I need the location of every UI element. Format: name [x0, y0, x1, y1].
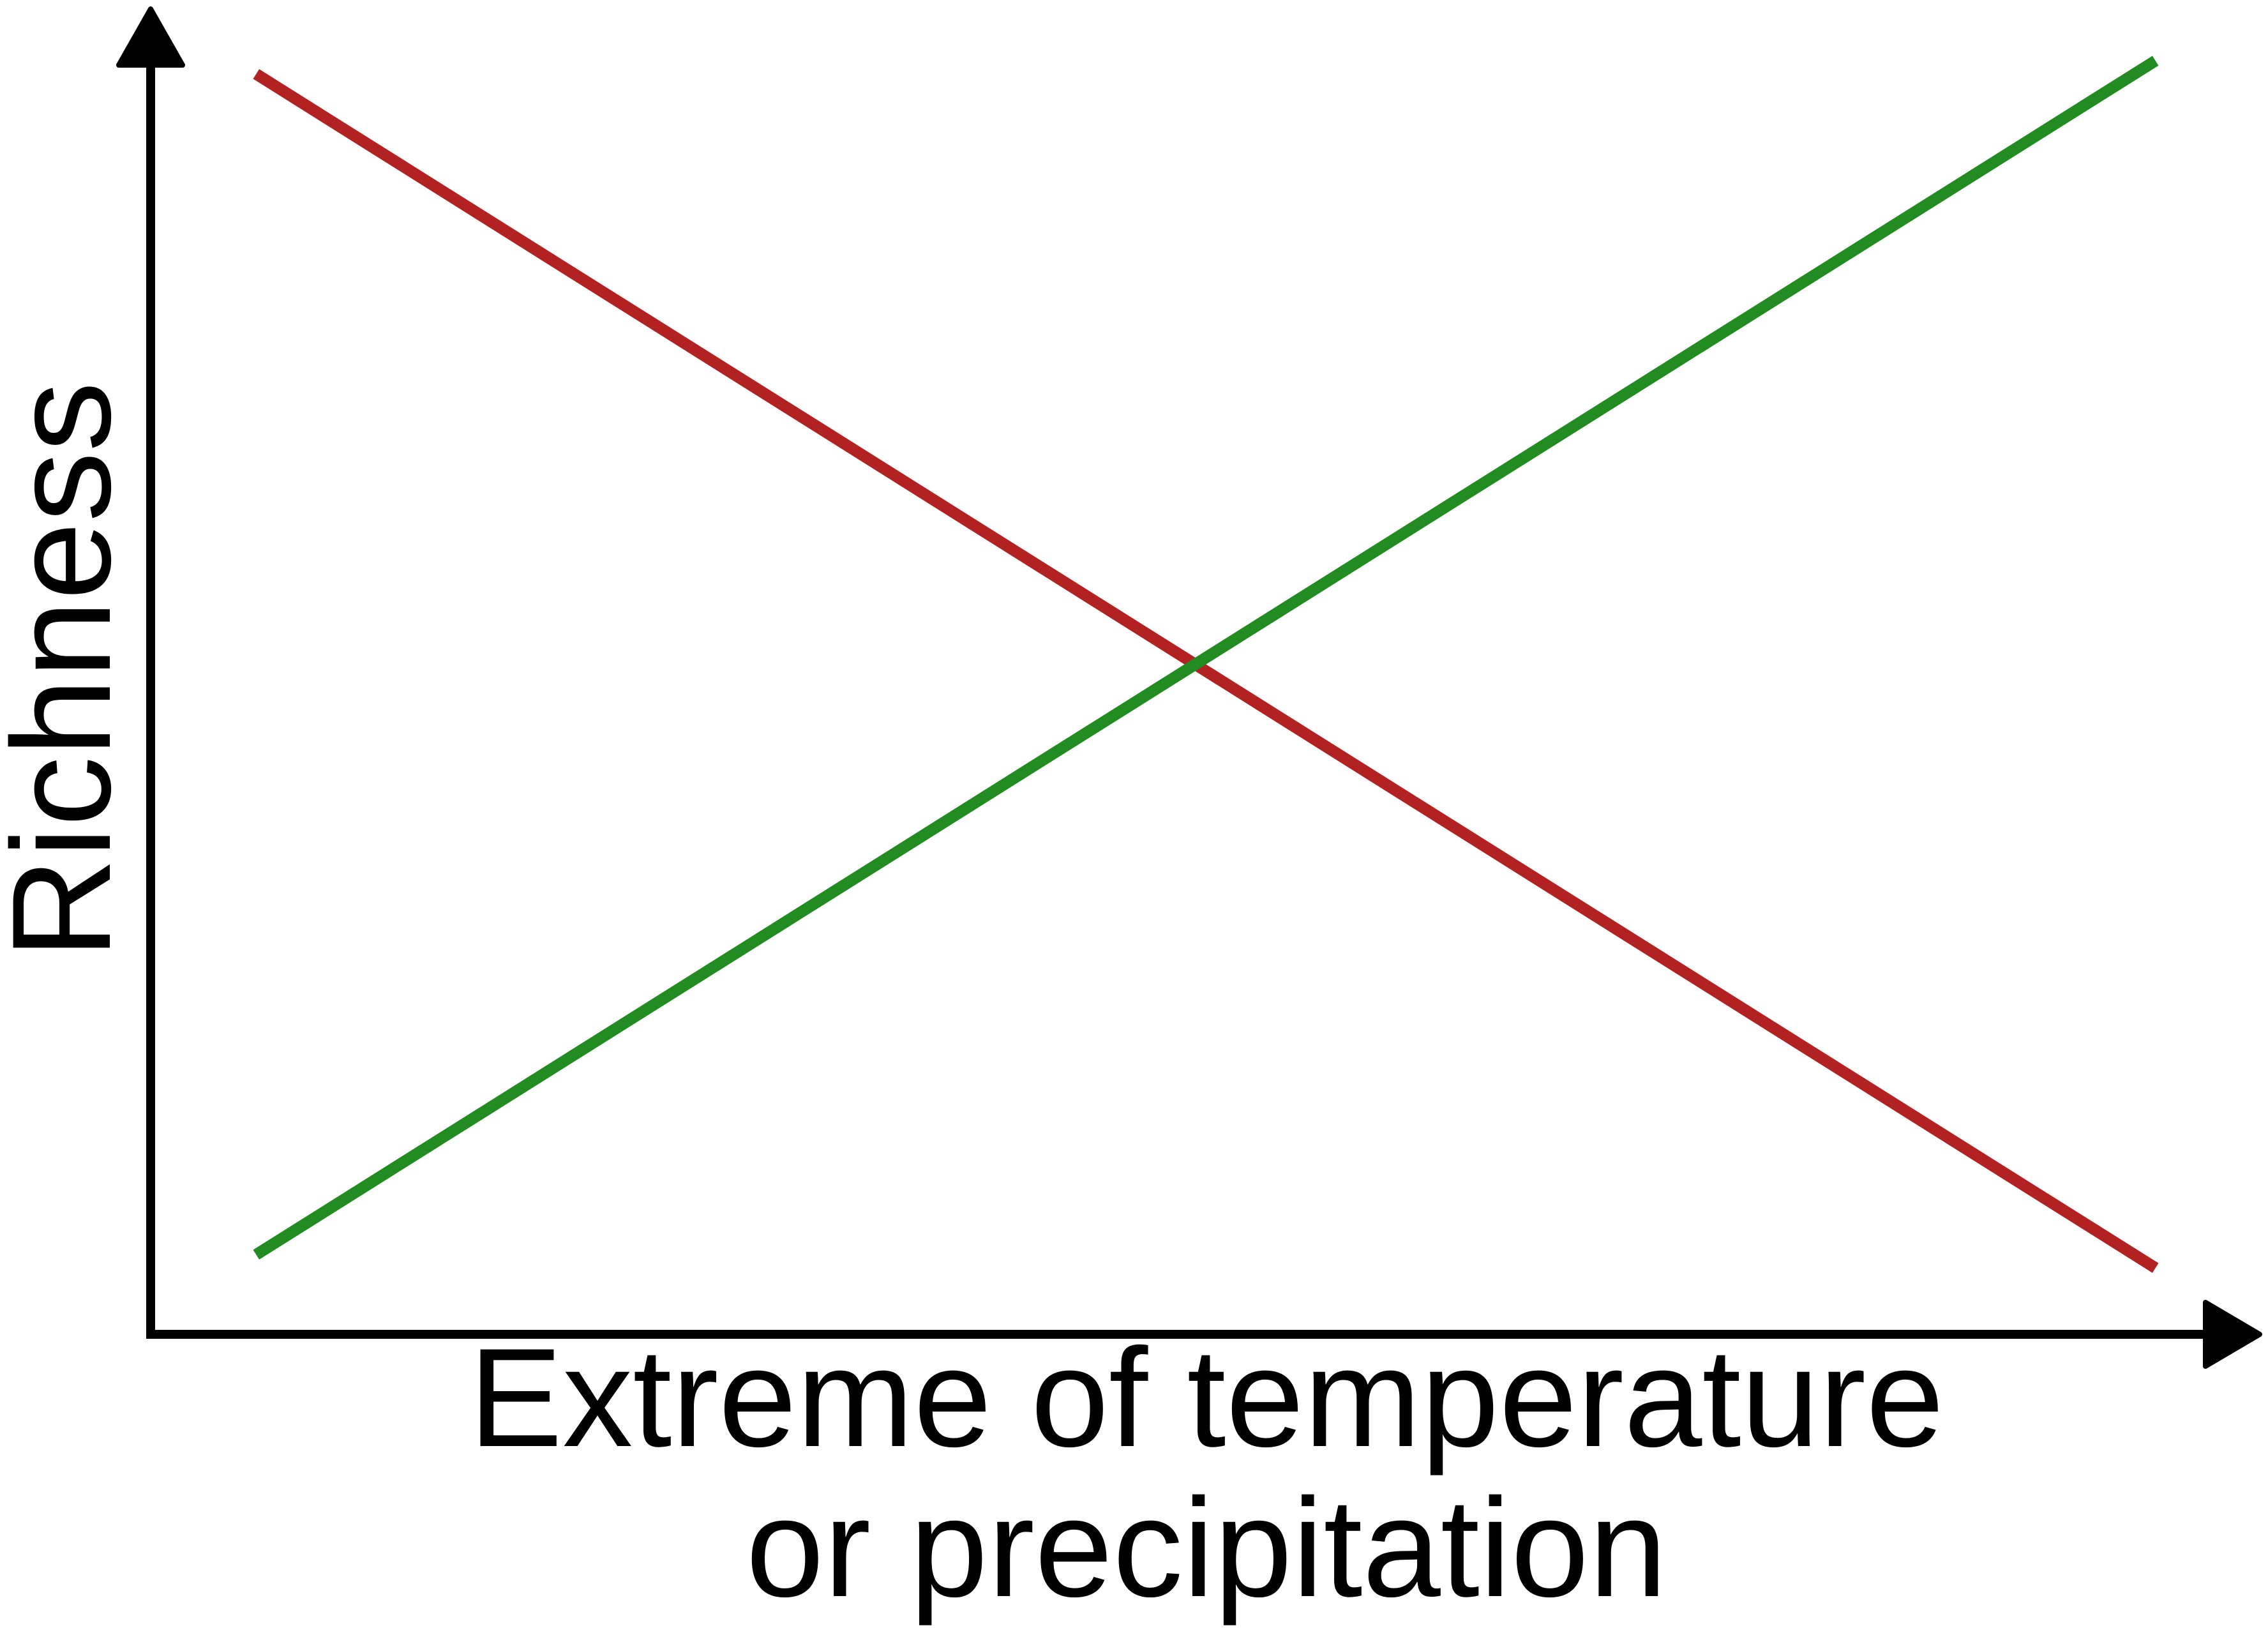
series-layer [253, 56, 2159, 1273]
y-axis-arrow-icon [116, 6, 185, 68]
series-line-1 [253, 69, 2159, 1273]
x-axis-title-line-1: Extreme of temperature [469, 1319, 1944, 1476]
x-axis-title-line-2: or precipitation [746, 1469, 1667, 1626]
series-line-2 [253, 56, 2159, 1260]
x-axis-arrow-icon [2203, 1300, 2262, 1369]
axes [116, 6, 2262, 1369]
y-axis-title: Richness [0, 382, 140, 960]
